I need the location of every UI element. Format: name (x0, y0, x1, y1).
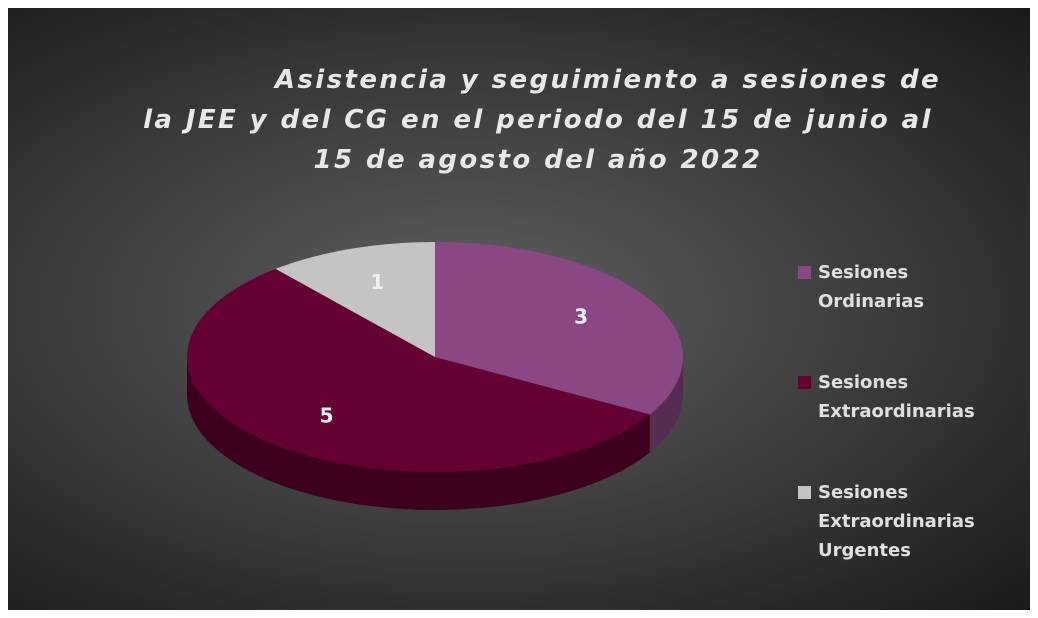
legend-swatch (798, 266, 811, 279)
slice (275, 242, 435, 357)
legend-label: Sesiones Extraordinarias Urgentes (818, 482, 975, 561)
slice-side (649, 357, 683, 453)
legend-label: Sesiones Ordinarias (818, 262, 925, 312)
data-label: 3 (574, 304, 588, 328)
slice (187, 268, 650, 472)
pie: 3 5 1 (187, 242, 683, 510)
chart-title: Asistencia y seguimiento a sesiones de l… (143, 65, 942, 175)
data-label: 5 (320, 403, 334, 427)
legend-swatch (798, 376, 811, 389)
legend-entry: Sesiones Extraordinarias (798, 368, 998, 426)
slice-side (187, 357, 650, 510)
legend: Sesiones Ordinarias Sesiones Extraordinar… (798, 258, 1018, 610)
legend-swatch (798, 486, 811, 499)
legend-entry: Sesiones Extraordinarias Urgentes (798, 478, 998, 565)
legend-entry: Sesiones Ordinarias (798, 258, 998, 316)
chart: Asistencia y seguimiento a sesiones de l… (8, 8, 1030, 610)
slice (435, 242, 683, 415)
legend-label: Sesiones Extraordinarias (818, 372, 975, 422)
data-label: 1 (370, 270, 384, 294)
